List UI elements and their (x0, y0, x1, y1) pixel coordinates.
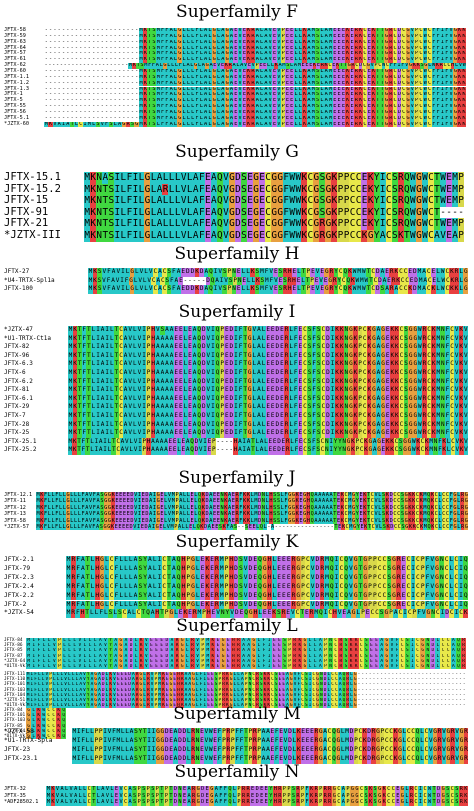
sequence-label: *U4-TRTX-Spl1a (4, 277, 55, 286)
sequence-label: *JZTX-47 (4, 326, 33, 335)
sequence-label: JFTX-100 (4, 285, 33, 294)
residue: V (463, 326, 468, 335)
sequence-row: MKTFTLIAILTCAVLVIPHAAAAEELEAQDVIQPEDIFTG… (68, 335, 468, 344)
sequence-row: MKNTSILFILGLALLLVLAFEAQVGDSEGECGGFWWKCGR… (84, 230, 464, 242)
sequence-label: JFTX-82 (4, 343, 29, 352)
sequence-label: *U1-TRTX-Ct1a (4, 335, 51, 344)
residue: P (458, 195, 464, 207)
residue: - (458, 207, 464, 219)
superfamily-g-title: Superfamily G (0, 142, 474, 162)
superfamily-f-title: Superfamily F (0, 2, 474, 22)
sequence-row: MKTFTLIAILTCAVLVIPHAAAAEELEAQDVIQPEDIFTG… (68, 343, 468, 352)
sequence-row: MKNASILFILGLALLLVLAFEAQVGDSEGECGGFWWKCGS… (84, 172, 464, 184)
sequence-row: MKNTSILFILGLARLLVLAFEAQVGDSEGECGGFWWKCGS… (84, 184, 464, 196)
sequence-label: *JZTX-III (4, 230, 61, 242)
residue: G (463, 277, 468, 286)
sequence-label: *JZTX-60 (4, 122, 29, 128)
sequence-row: MKSVFAVILGLVLVCACSFAEDDKDAQIVSPNELLKSMFV… (88, 285, 468, 294)
residue: P (458, 172, 464, 184)
sequence-label: JFTX-27 (4, 268, 29, 277)
sequence-row: MKSVFAVILGLVLVCACSFAEDDKDAQIVSPNELLKSMFV… (88, 268, 468, 277)
sequence-row: MKNTSILFILGLALLLVLAFEAQVGDSEGECGGFWWKCGS… (84, 207, 464, 219)
residue: V (463, 335, 468, 344)
residue: P (458, 184, 464, 196)
superfamily-i-title: Superfamily I (0, 302, 474, 322)
sequence-row: MKSVFAVIFGLVLVCACSFAE-----DQAIVSPNELLKSM… (88, 277, 468, 286)
sequence-row: MKNTSILFILGLALLLVLAFEAQVGDSEGECGGFWWKCGS… (84, 195, 464, 207)
sequence-row: MKTFTLIAILTCAVLVIPHVSAAEELEAQDVIQPEDIFTG… (68, 326, 468, 335)
residue: P (458, 218, 464, 230)
superfamily-h-title: Superfamily H (0, 244, 474, 264)
residue: K (462, 122, 466, 128)
residue: G (463, 285, 468, 294)
sequence-label: JFTX-15.1 (4, 172, 61, 184)
residue: G (463, 268, 468, 277)
residue: P (458, 230, 464, 242)
sequence-row: MKNTSILFILGLALLLVLAFEAQVGDSEGECGGFWWKCGR… (84, 218, 464, 230)
